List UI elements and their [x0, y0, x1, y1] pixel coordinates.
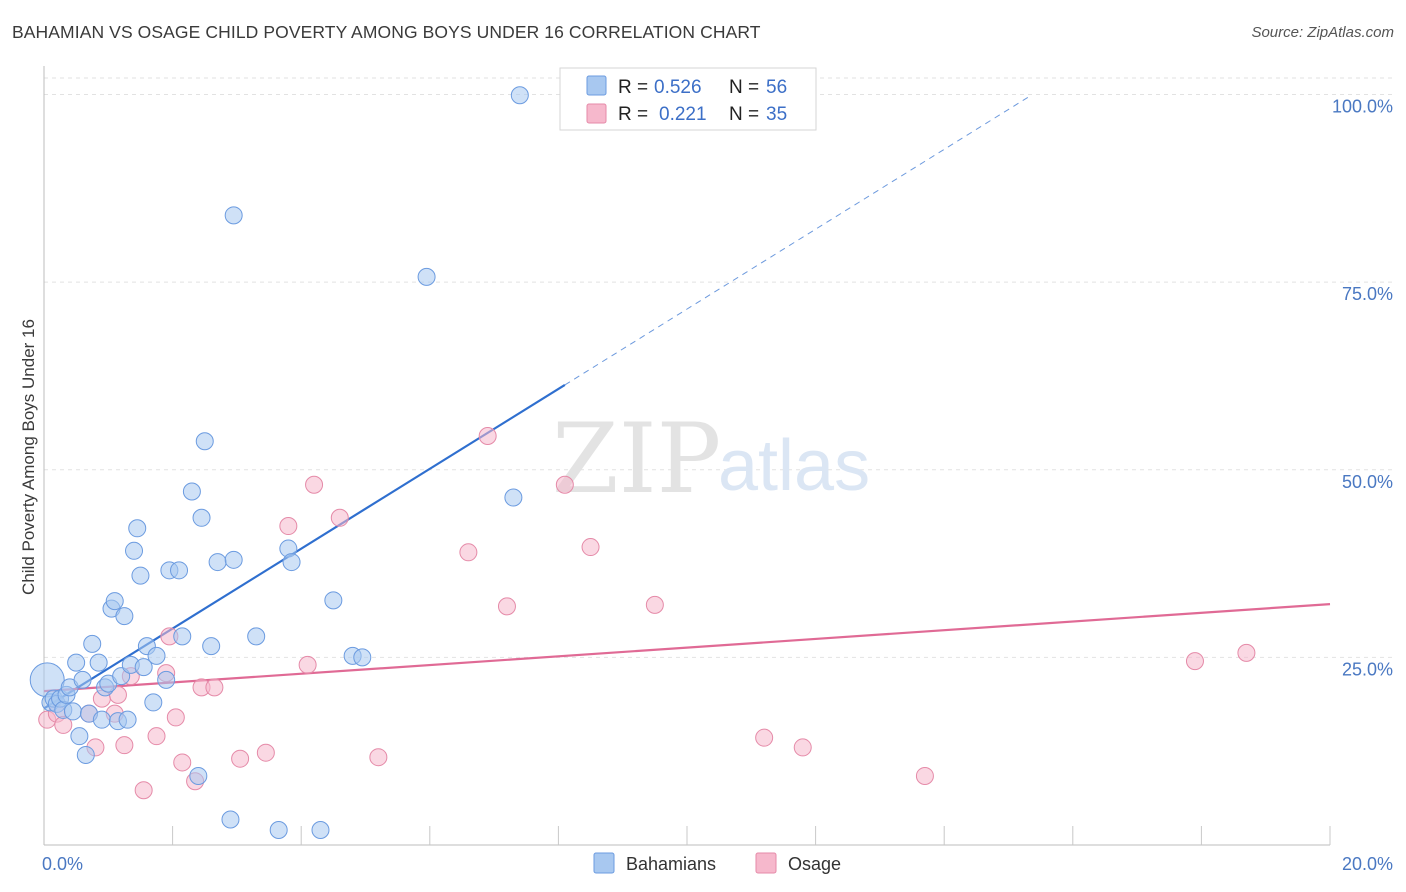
bottom-legend-label-osage: Osage — [788, 854, 841, 874]
x-tick-label-0: 0.0% — [42, 854, 83, 874]
watermark: ZIP atlas — [552, 403, 870, 515]
point-bahamians-44 — [224, 550, 243, 569]
point-bahamians-41 — [202, 637, 221, 656]
chart-title: BAHAMIAN VS OSAGE CHILD POVERTY AMONG BO… — [12, 22, 761, 42]
point-osage-33 — [793, 738, 812, 757]
point-osage-20 — [256, 743, 275, 762]
point-osage-26 — [459, 543, 478, 562]
point-bahamians-40 — [195, 432, 214, 451]
legend-n-value-bahamians: 56 — [766, 77, 787, 98]
point-bahamians-36 — [173, 627, 192, 646]
point-bahamians-12 — [76, 745, 95, 764]
chart-source: Source: ZipAtlas.com — [1251, 24, 1394, 41]
point-osage-27 — [478, 426, 497, 445]
point-osage-23 — [305, 475, 324, 494]
bottom-legend-label-bahamians: Bahamians — [626, 854, 716, 874]
trend-lines — [43, 97, 1331, 710]
point-bahamians-14 — [83, 634, 102, 653]
point-osage-30 — [581, 538, 600, 557]
legend-r-label-osage: R = — [618, 104, 648, 125]
point-bahamians-37 — [182, 482, 201, 501]
point-bahamians-56 — [510, 86, 529, 105]
point-bahamians-38 — [189, 766, 208, 785]
point-osage-14 — [166, 708, 185, 727]
bottom-legend: Bahamians Osage — [593, 852, 841, 874]
point-bahamians-27 — [128, 519, 147, 538]
point-bahamians-33 — [157, 670, 176, 689]
point-bahamians-49 — [282, 553, 301, 572]
point-bahamians-45 — [224, 206, 243, 225]
point-osage-28 — [497, 597, 516, 616]
point-bahamians-20 — [105, 592, 124, 611]
watermark-atlas: atlas — [718, 426, 870, 506]
legend-swatch-osage — [586, 103, 607, 124]
legend-n-value-osage: 35 — [766, 104, 787, 125]
legend-n-label-osage: N = — [729, 104, 759, 125]
point-osage-18 — [205, 678, 224, 697]
trendline-bahamians-extension — [564, 97, 1029, 386]
bottom-legend-swatch-osage — [755, 852, 777, 874]
legend-r-value-bahamians: 0.526 — [654, 77, 702, 98]
point-bahamians-29 — [134, 658, 153, 677]
point-osage-25 — [369, 748, 388, 767]
point-bahamians-31 — [144, 693, 163, 712]
watermark-zip: ZIP — [552, 403, 721, 515]
point-bahamians-28 — [131, 566, 150, 585]
legend-r-label-bahamians: R = — [618, 77, 648, 98]
point-bahamians-55 — [504, 488, 523, 507]
trendline-osage — [43, 602, 1331, 693]
point-bahamians-24 — [118, 710, 137, 729]
legend-n-label-bahamians: N = — [729, 77, 759, 98]
point-bahamians-43 — [221, 810, 240, 829]
trendline-bahamians — [43, 384, 566, 710]
point-osage-32 — [755, 728, 774, 747]
point-osage-21 — [279, 517, 298, 536]
point-bahamians-15 — [89, 653, 108, 672]
point-osage-15 — [173, 753, 192, 772]
point-bahamians-54 — [417, 267, 436, 286]
grid-lines — [44, 77, 1392, 658]
legend-swatch-bahamians — [586, 75, 607, 96]
legend-r-value-osage: 0.221 — [659, 104, 707, 125]
point-osage-36 — [1237, 643, 1256, 662]
point-osage-24 — [330, 508, 349, 527]
y-tick-label-0: 25.0% — [1342, 659, 1393, 679]
y-tick-label-2: 75.0% — [1342, 284, 1393, 304]
point-bahamians-8 — [63, 702, 82, 721]
point-bahamians-53 — [353, 648, 372, 667]
point-bahamians-35 — [170, 561, 189, 580]
y-axis-label: Child Poverty Among Boys Under 16 — [19, 319, 38, 595]
point-bahamians-50 — [311, 820, 330, 839]
point-bahamians-9 — [67, 653, 86, 672]
point-osage-35 — [1185, 652, 1204, 671]
top-legend: R = 0.526 N = 56 R = 0.221 N = 35 — [559, 67, 817, 131]
point-bahamians-47 — [269, 820, 288, 839]
bottom-legend-swatch-bahamians — [593, 852, 615, 874]
point-bahamians-10 — [70, 727, 89, 746]
point-bahamians-42 — [208, 553, 227, 572]
point-bahamians-11 — [73, 670, 92, 689]
point-bahamians-46 — [247, 627, 266, 646]
point-osage-11 — [147, 727, 166, 746]
data-points — [29, 86, 1256, 839]
point-bahamians-23 — [115, 607, 134, 626]
point-bahamians-39 — [192, 508, 211, 527]
point-osage-10 — [134, 781, 153, 800]
point-osage-8 — [115, 736, 134, 755]
point-osage-19 — [231, 749, 250, 768]
point-bahamians-16 — [92, 710, 111, 729]
point-bahamians-26 — [125, 541, 144, 560]
point-osage-29 — [555, 475, 574, 494]
y-tick-label-1: 50.0% — [1342, 472, 1393, 492]
x-tick-labels: 0.0% 20.0% — [42, 854, 1393, 874]
point-osage-22 — [298, 655, 317, 674]
point-bahamians-51 — [324, 591, 343, 610]
point-osage-31 — [645, 595, 664, 614]
point-bahamians-32 — [147, 646, 166, 665]
y-tick-label-3: 100.0% — [1332, 97, 1393, 117]
x-tick-label-1: 20.0% — [1342, 854, 1393, 874]
point-osage-34 — [915, 766, 934, 785]
y-tick-labels: 25.0% 50.0% 75.0% 100.0% — [1332, 97, 1393, 680]
